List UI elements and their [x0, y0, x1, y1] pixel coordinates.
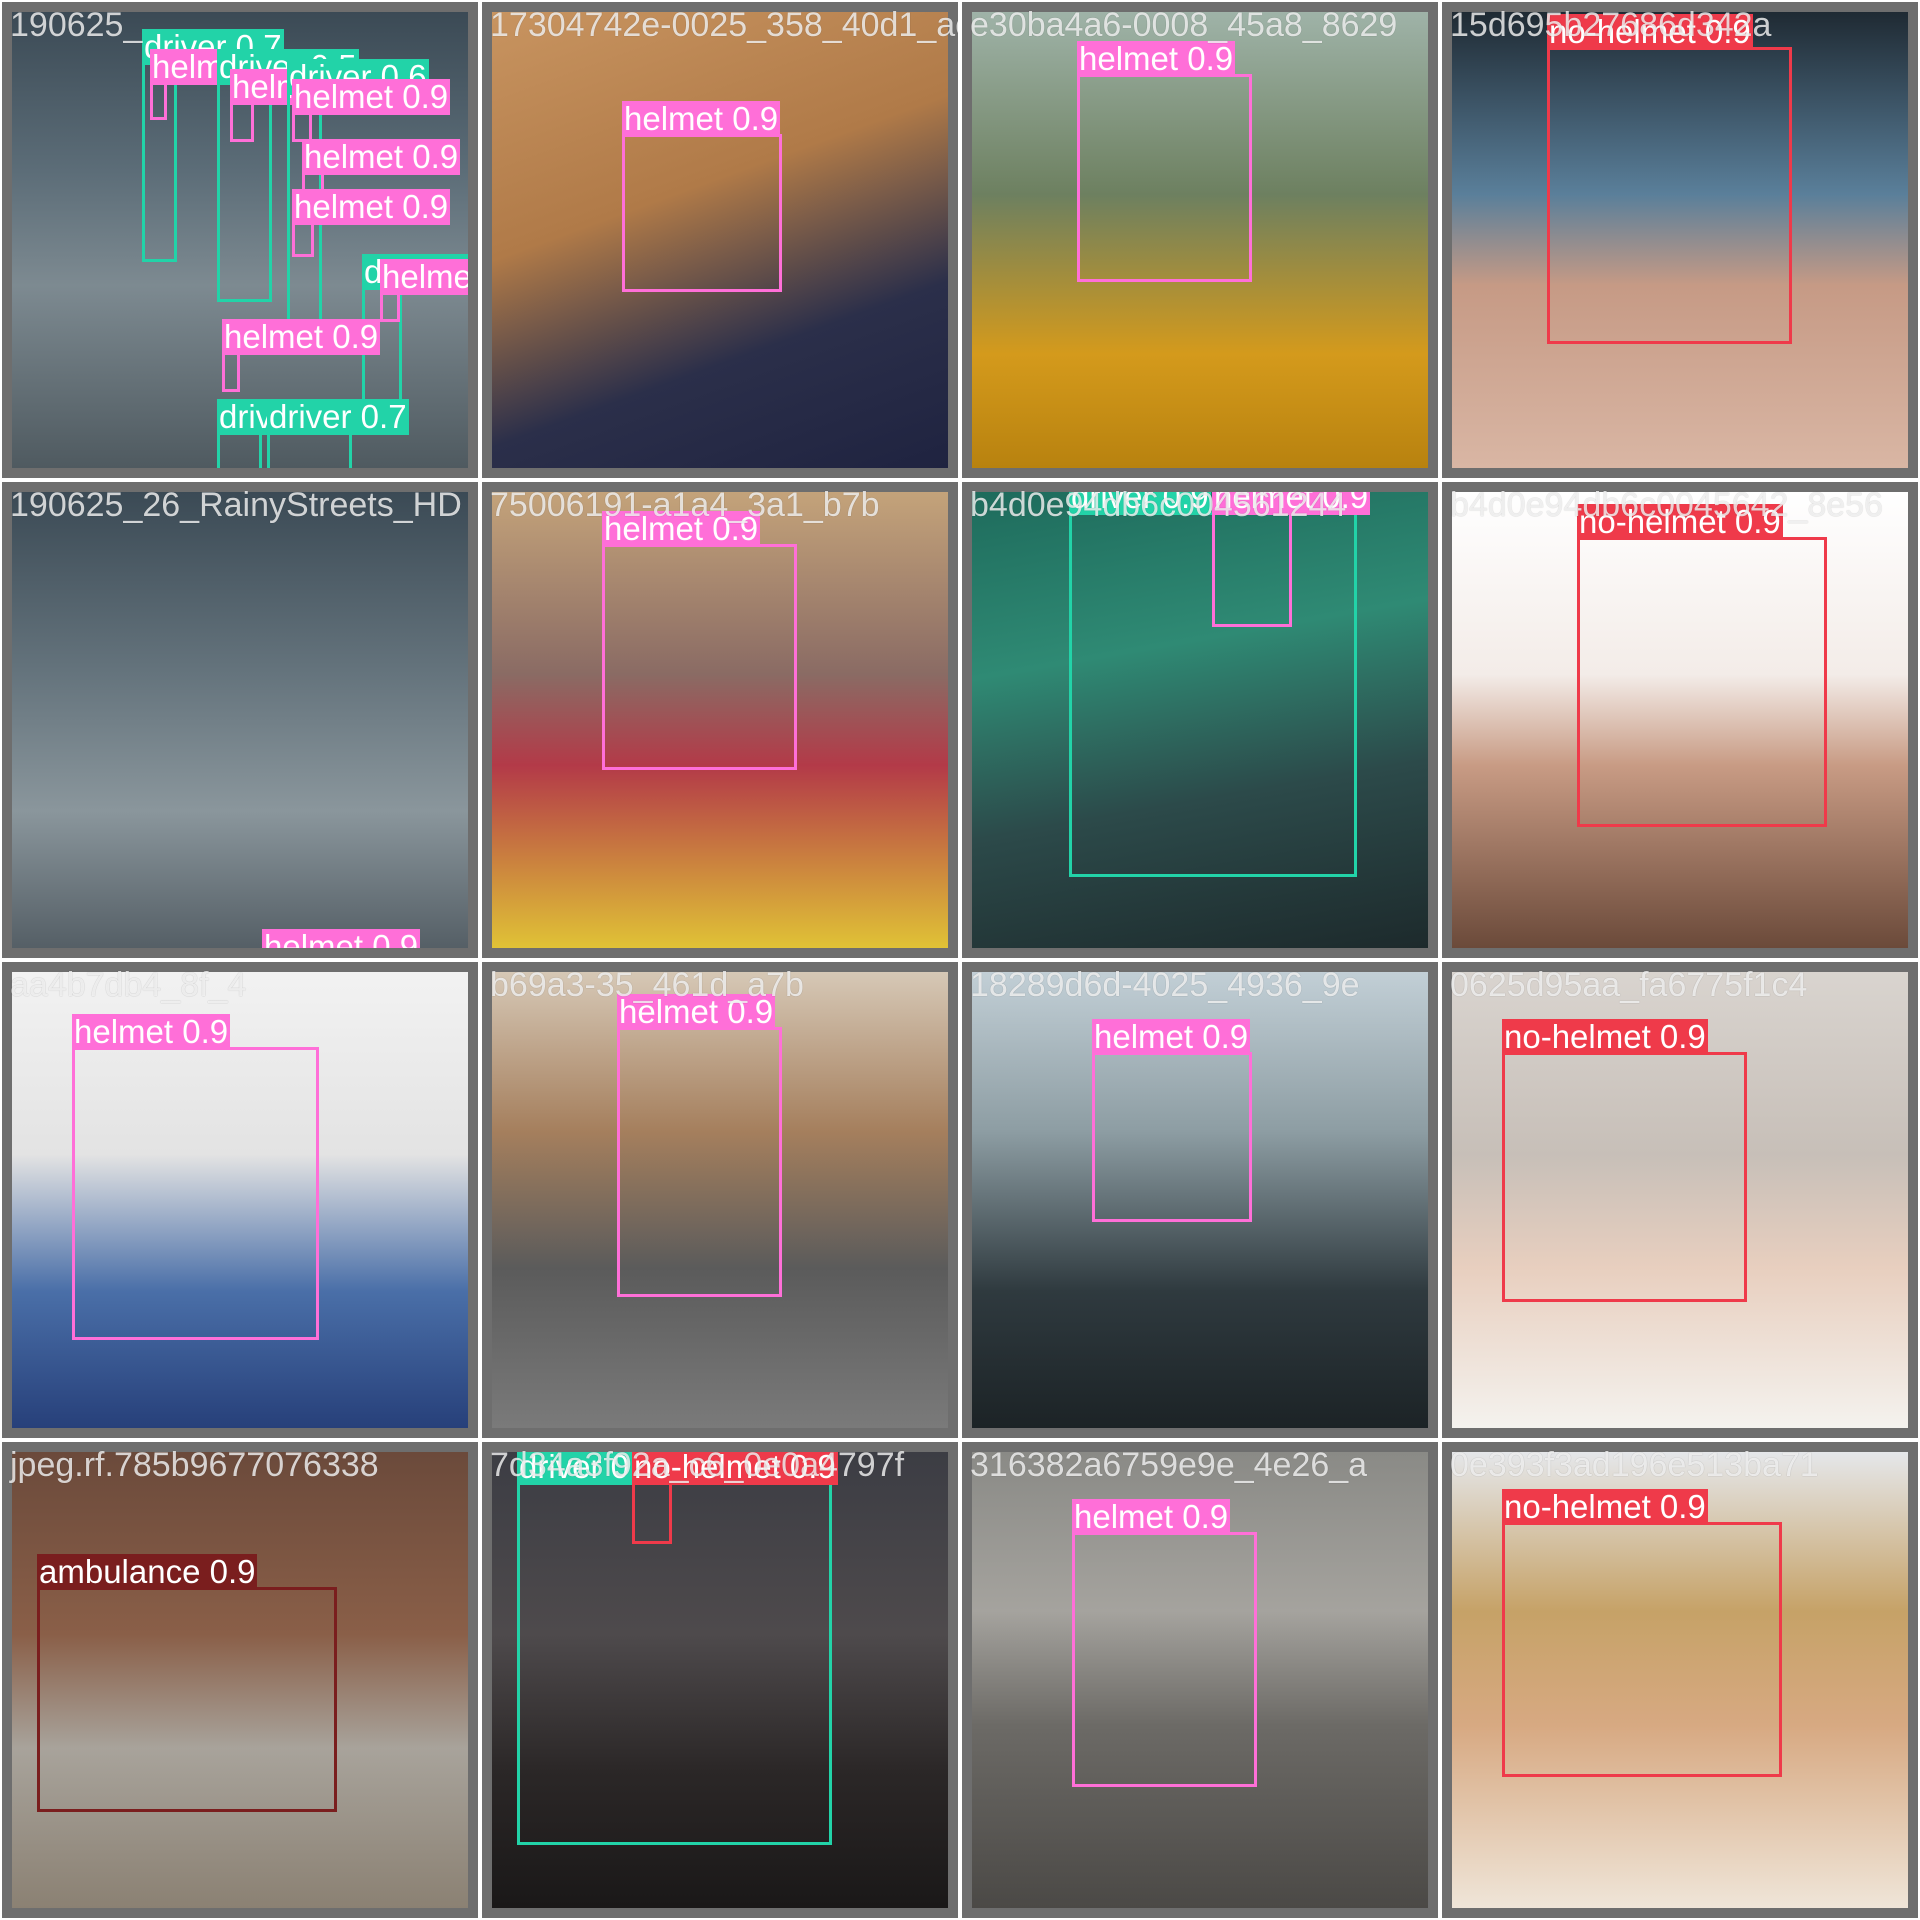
detection-label: helmet 0.9 [292, 78, 451, 115]
tile-photo: no-helmet 0.9 [1452, 1452, 1908, 1908]
image-tile: driver 0.7 helmet 0.9 driver 0.5 helmet 0.9… [0, 0, 480, 480]
detection-box-no-helmet: no-helmet 0.9 [1577, 504, 1827, 827]
tile-filename: 190625_26_RainyStreets_HD [10, 486, 462, 524]
tile-photo: helmet 0.9 [12, 972, 468, 1428]
detection-label: no-helmet 0.9 [1577, 503, 1783, 540]
image-tile: helmet 0.9 18289d6d-4025_4936_9e [960, 960, 1440, 1440]
detection-box-no-helmet: no-helmet 0.9 [1502, 1019, 1747, 1302]
detection-label: ambulance 0.9 [37, 1553, 258, 1590]
image-tile: ambulance 0.9 jpeg.rf.785b9677076338 [0, 1440, 480, 1920]
detection-box-helmet: helmet 0.9 [622, 101, 782, 292]
detection-box-helmet: helmet 0.9 [230, 69, 389, 142]
tile-filename: 0e393f3ad196e513ba71 [1450, 1446, 1819, 1484]
detection-box-helmet: helmet 0.9 [222, 319, 381, 392]
detection-box-no-helmet: no-helmet 0.9 [1547, 14, 1792, 344]
tile-filename: 316382a6759e9e_4e26_a [970, 1446, 1368, 1484]
detection-label: no-helmet 0.9 [1502, 1488, 1708, 1525]
detection-label: helmet 0.9 [380, 259, 478, 295]
tile-photo: driver 0.9 no-helmet 0.9 [492, 1449, 948, 1908]
detection-box-helmet: helmet 0.9 [1077, 41, 1252, 282]
detection-label: driver 0.7 [267, 398, 409, 435]
tile-filename: aa4b7db4_8f_4 [10, 966, 247, 1004]
image-tile: helmet 0.9 b69a3-35_461d_a7b [480, 960, 960, 1440]
tile-photo: no-helmet 0.9 [1452, 972, 1908, 1428]
detection-box-helmet: helmet 0.9 [1072, 1499, 1257, 1787]
detection-label: helmet 0.9 [1092, 1018, 1251, 1055]
tile-photo: helmet 0.9 [972, 972, 1428, 1428]
image-tile: no-helmet 0.9 0625d95aa_fa6775f1c4 [1440, 960, 1920, 1440]
tile-photo: helmet 0.9 [492, 492, 948, 948]
detection-label: helmet 0.9 [302, 138, 461, 175]
detection-label: helmet 0.9 [1077, 40, 1236, 77]
detection-label: no-helmet 0.9 [1547, 13, 1753, 50]
tile-filename: 75006191-a1a4_3a1_b7b [490, 486, 880, 524]
tile-filename: jpeg.rf.785b9677076338 [10, 1446, 379, 1484]
tile-filename: e30ba4a6-0008_45a8_8629 [970, 6, 1398, 44]
detection-box-no-helmet: no-helmet 0.9 [1502, 1489, 1782, 1777]
tile-photo: driver 0.9 helmet 0.9 [972, 482, 1428, 948]
tile-photo: no-helmet 0.9 [1452, 12, 1908, 468]
image-tile: helmet 0.9 aa4b7db4_8f_4 [0, 960, 480, 1440]
detection-box-driver: driver 0.9 [517, 1449, 832, 1845]
detection-box-ambulance: ambulance 0.9 [37, 1554, 337, 1812]
detection-box-helmet: helmet 0.9 [302, 139, 461, 222]
tile-filename: 190625_ [10, 6, 143, 44]
detection-box-helmet: helmet 0.9 [1212, 482, 1371, 627]
image-tile: no-helmet 0.9 b4d0e94db6c0045642_8e56 [1440, 480, 1920, 960]
detection-label: helmet 0.9 [602, 510, 761, 547]
tile-filename: b69a3-35_461d_a7b [490, 966, 804, 1004]
image-tile: driver 0.9 helmet 0.9 b4d0e94db6c004561244 [960, 480, 1440, 960]
tile-filename: 15d695b27686d342a [1450, 6, 1772, 44]
tile-filename: b4d0e94db6c0045642_8e56 [1450, 486, 1884, 524]
tile-filename: 7d34a3f92a_c6_0e0a4797f [490, 1446, 905, 1484]
tile-photo: helmet 0.9 [492, 12, 948, 468]
detection-box-driver: driver 0.5 [217, 399, 359, 478]
tile-filename: 0625d95aa_fa6775f1c4 [1450, 966, 1808, 1004]
tile-photo: no-helmet 0.9 [1452, 492, 1908, 948]
detection-box-no-helmet: no-helmet 0.9 [632, 1449, 838, 1544]
tile-photo: helmet 0.9 [972, 1452, 1428, 1908]
detection-label: helmet 0.9 [72, 1013, 231, 1050]
image-tile: driver 0.9 no-helmet 0.9 7d34a3f92a_c6_0e0… [480, 1440, 960, 1920]
tile-photo: helmet 0.9 [492, 972, 948, 1428]
tile-filename: 17304742e-0025_358_40d1_ae3 [490, 6, 960, 44]
detection-box-helmet: helmet 0.9 [602, 511, 797, 770]
image-tile: no-helmet 0.9 15d695b27686d342a [1440, 0, 1920, 480]
detection-box-helmet: helmet 0.9 [292, 79, 451, 142]
detection-label: helmet 0.9 [617, 993, 776, 1030]
tile-photo: driver 0.7 helmet 0.9 driver 0.5 helmet 0.9… [12, 12, 478, 478]
image-tile: helmet 0.9 e30ba4a6-0008_45a8_8629 [960, 0, 1440, 480]
image-tile: helmet 0.9 75006191-a1a4_3a1_b7b [480, 480, 960, 960]
image-tile: helmet 0.9 316382a6759e9e_4e26_a [960, 1440, 1440, 1920]
tile-photo: helmet 0.9 [972, 12, 1428, 468]
image-tile: helmet 0.9 17304742e-0025_358_40d1_ae3 [480, 0, 960, 480]
detection-box-helmet: helmet 0.9 [150, 49, 309, 120]
tile-filename: 18289d6d-4025_4936_9e [970, 966, 1360, 1004]
detection-label: helmet 0.9 [262, 929, 421, 958]
detection-label: helmet 0.9 [292, 188, 451, 225]
detection-box-helmet: helmet 0.9 [72, 1014, 319, 1340]
detection-label: no-helmet 0.9 [1502, 1018, 1708, 1055]
detection-label: helmet 0.9 [1072, 1498, 1231, 1535]
detection-box-helmet: helmet 0.9 [1092, 1019, 1252, 1222]
detection-box-driver: driver 0.7 [267, 399, 409, 478]
detection-box-helmet: helmet 0.9 [292, 189, 451, 257]
detection-label: no-helmet 0.9 [632, 1448, 838, 1485]
detection-label: helmet 0.9 [222, 318, 381, 355]
detection-box-helmet: helmet 0.9 [380, 259, 478, 322]
tile-photo: ambulance 0.9 [12, 1452, 468, 1908]
tile-filename: b4d0e94db6c004561244 [970, 486, 1347, 524]
image-tile: no-helmet 0.9 0e393f3ad196e513ba71 [1440, 1440, 1920, 1920]
detection-box-helmet: helmet 0.9 [617, 994, 782, 1297]
detection-label: helmet 0.9 [622, 100, 781, 137]
